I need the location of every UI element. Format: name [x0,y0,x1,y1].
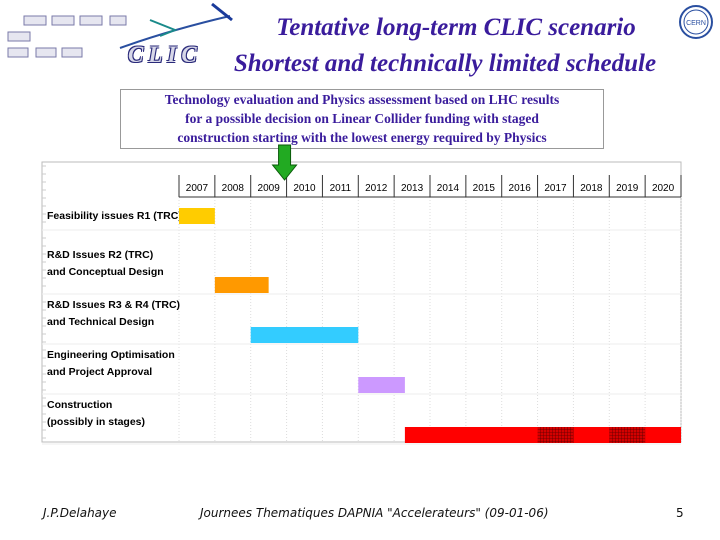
task-bar-hatched [609,427,646,443]
year-label: 2019 [616,183,639,194]
task-label: and Conceptual Design [47,266,164,278]
year-label: 2012 [365,183,388,194]
page-number: 5 [676,506,684,520]
year-label: 2017 [544,183,567,194]
clic-logo-graphic [7,2,233,58]
year-label: 2010 [293,183,316,194]
callout-line-1: Technology evaluation and Physics assess… [164,92,560,107]
year-label: 2016 [509,183,532,194]
task-bar [250,327,359,343]
task-bar-hatched [537,427,574,443]
footer-author: J.P.Delahaye [43,506,117,520]
slide-title: Tentative long-term CLIC scenario [276,14,636,41]
year-label: 2007 [186,183,209,194]
task-label: R&D Issues R3 & R4 (TRC) [47,299,180,311]
task-bar [179,208,215,224]
year-label: 2015 [473,183,496,194]
task-label: Engineering Optimisation [47,349,175,361]
year-label: 2018 [580,183,603,194]
year-label: 2009 [258,183,281,194]
task-label: (possibly in stages) [47,416,145,428]
year-label: 2011 [330,183,352,194]
year-label: 2020 [652,183,675,194]
cern-logo-text: CERN [686,20,706,27]
callout-line-2: for a possible decision on Linear Collid… [185,111,539,126]
year-label: 2008 [222,183,245,194]
task-label: and Project Approval [47,366,152,378]
slide-subtitle: Shortest and technically limited schedul… [233,50,657,77]
callout-line-3: construction starting with the lowest en… [177,130,547,145]
decision-arrow-icon [271,144,298,181]
task-label: Feasibility issues R1 (TRC) [47,210,182,222]
task-bar [214,277,269,293]
year-label: 2013 [401,183,424,194]
clic-logo: CLIC [128,42,202,67]
cern-logo-icon: CERN [679,5,713,39]
task-bar [358,377,405,393]
gantt-chart: 2007 2008 2009 2010 2011 2012 2013 2014 2015 2016… [41,144,682,445]
year-label: 2014 [437,183,460,194]
task-label: Construction [47,399,112,411]
callout-box: Technology evaluation and Physics assess… [120,89,604,149]
chart-frame [41,161,682,443]
task-label: and Technical Design [47,316,154,328]
footer-event: Journees Thematiques DAPNIA "Accelerateu… [200,506,549,520]
task-label: R&D Issues R2 (TRC) [47,249,153,261]
